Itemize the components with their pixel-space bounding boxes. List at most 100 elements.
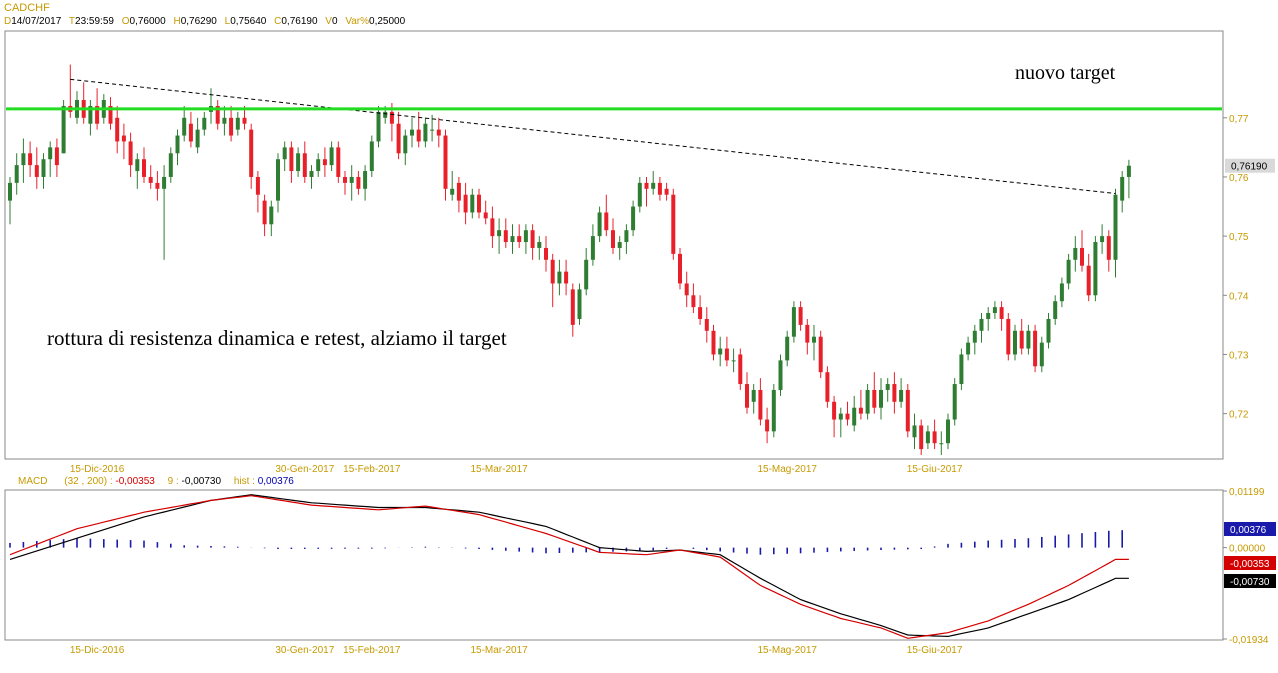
candle: [812, 324, 816, 361]
candle-body: [597, 212, 602, 237]
candle-body: [403, 135, 408, 154]
candle: [999, 301, 1004, 331]
candle: [289, 141, 294, 183]
candle-body: [510, 236, 515, 243]
candle-body: [1120, 176, 1125, 201]
candle: [651, 171, 656, 195]
candle-body: [222, 117, 227, 124]
price-y-tick-label: 0,76: [1229, 173, 1249, 184]
candle-body: [832, 401, 837, 420]
ohlc-header: D14/07/2017 T23:59:59 O0,76000 H0,76290 …: [4, 16, 410, 28]
candle: [959, 348, 964, 390]
x-tick-label: 15-Mar-2017: [470, 645, 528, 656]
candle-body: [302, 153, 307, 177]
candle-body: [249, 129, 254, 177]
candle: [604, 194, 609, 237]
macd-line: [9, 495, 1129, 639]
candle-body: [899, 389, 904, 402]
candle-body: [946, 419, 950, 444]
candle: [966, 336, 971, 361]
candle-body: [1100, 236, 1105, 243]
candle-body: [329, 147, 334, 166]
candle: [972, 324, 977, 355]
candle-body: [731, 360, 736, 362]
candle: [1039, 336, 1044, 373]
candle: [731, 348, 736, 373]
candle: [336, 141, 341, 183]
candle-body: [986, 313, 991, 319]
candle-body: [617, 242, 622, 248]
candle-body: [905, 389, 910, 432]
candle: [798, 301, 803, 331]
candle: [992, 301, 997, 319]
candle: [745, 372, 749, 414]
candle-body: [121, 135, 126, 142]
candle: [751, 384, 756, 414]
candle-body: [1039, 342, 1044, 367]
candle-body: [1013, 330, 1017, 355]
comment-annotation: rottura di resistenza dinamica e retest,…: [47, 326, 507, 350]
candle-body: [711, 330, 716, 355]
price-panel: 0,77 0,76 0,75 0,74 0,73 0,72 0,76190: [4, 30, 1275, 460]
last-price-label: 0,76190: [1225, 158, 1275, 173]
candle: [845, 401, 850, 426]
candle: [691, 283, 696, 314]
candle: [885, 378, 890, 402]
candle: [490, 206, 495, 248]
candle: [718, 336, 723, 367]
candle-body: [430, 129, 435, 131]
high-value: 0,76290: [180, 16, 217, 27]
candle-body: [751, 389, 756, 402]
price-x-axis: 15-Dic-2016 30-Gen-2017 15-Feb-2017 15-Mar-…: [70, 464, 963, 475]
candle: [262, 194, 267, 237]
candle-body: [919, 425, 924, 450]
candle: [135, 153, 140, 189]
candle-body: [34, 165, 39, 177]
candle: [423, 117, 428, 148]
candle: [175, 129, 180, 166]
macd-y-tick-label: -0,01934: [1229, 635, 1269, 646]
candle-body: [838, 413, 843, 420]
candle: [825, 366, 830, 408]
candle: [1126, 159, 1131, 199]
last-price-box: [1225, 158, 1275, 173]
candle: [255, 171, 260, 213]
volume-value: 0: [331, 16, 338, 27]
candle-body: [872, 389, 877, 408]
candle-body: [825, 372, 830, 402]
macd-value-box: [1224, 556, 1276, 570]
price-y-tick-label: 0,73: [1229, 350, 1249, 361]
candle: [946, 413, 950, 450]
candle: [564, 259, 569, 296]
candle-body: [972, 330, 977, 343]
candle-body: [932, 431, 937, 444]
candle: [912, 413, 917, 450]
candle: [369, 135, 374, 177]
candle-body: [48, 147, 53, 160]
candle: [858, 389, 863, 420]
signal-value: -0,00730: [181, 476, 222, 487]
candle-body: [1073, 247, 1078, 260]
dynamic-resistance-trendline: [70, 78, 1116, 195]
macd-label: MACD: [18, 476, 48, 487]
candle-body: [778, 360, 783, 390]
candle-body: [1126, 165, 1131, 177]
target-annotation: nuovo target: [1015, 62, 1116, 84]
candle-body: [791, 307, 796, 337]
candle-body: [202, 117, 207, 130]
candle: [1086, 253, 1091, 302]
macd-value-box: [1224, 574, 1276, 588]
candle-body: [61, 105, 66, 154]
candle-body: [852, 407, 857, 426]
candle: [356, 171, 361, 195]
candle-body: [644, 182, 649, 189]
candle-body: [142, 159, 146, 177]
candle-body: [698, 307, 703, 319]
candle-body: [818, 336, 823, 373]
candle: [483, 200, 488, 225]
candle-body: [845, 413, 850, 420]
candle: [349, 165, 354, 201]
candle-body: [255, 176, 260, 195]
time-value: 23:59:59: [75, 16, 114, 27]
candle: [986, 307, 991, 331]
